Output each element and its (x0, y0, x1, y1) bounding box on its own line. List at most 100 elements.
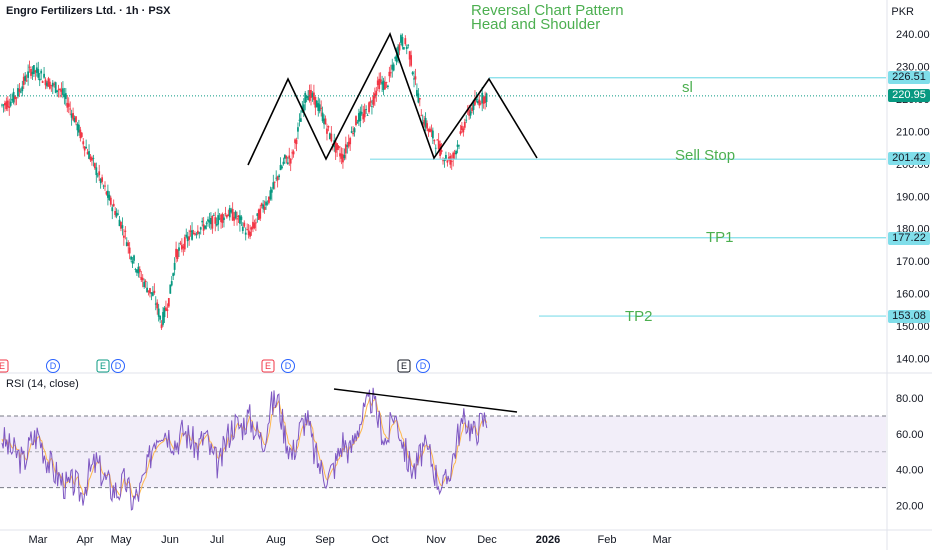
candle-body (44, 79, 47, 86)
x-tick-label: 2026 (536, 534, 560, 546)
candle-body (104, 185, 106, 187)
candle-body (2, 104, 5, 106)
candle-body (292, 151, 295, 155)
candle-body (297, 127, 299, 132)
candle-body (244, 232, 247, 235)
candle-body (163, 307, 166, 318)
candle-body (98, 171, 101, 176)
candle-body (384, 82, 386, 90)
candle-body (115, 212, 118, 217)
candle-body (93, 163, 96, 169)
candle-body (91, 157, 93, 161)
candle-body (257, 209, 260, 220)
candle-body (112, 203, 115, 207)
candle-body (243, 222, 246, 227)
candle-body (64, 93, 67, 99)
level-label-sl: sl (682, 79, 693, 96)
x-tick-label: Feb (598, 534, 617, 546)
candle-body (8, 106, 11, 108)
candle-body (294, 139, 296, 143)
candle-body (263, 206, 266, 210)
price-tag-sl: 226.51 (888, 71, 930, 84)
candle-body (223, 217, 225, 221)
candle-body (407, 44, 410, 46)
candle-body (117, 213, 119, 215)
symbol-header[interactable]: Engro Fertilizers Ltd. · 1h · PSX (6, 5, 171, 17)
candle-body (5, 101, 8, 109)
earnings-badge (261, 359, 275, 373)
x-tick-label: Nov (426, 534, 446, 546)
candle-body (346, 145, 349, 147)
candle-body (69, 108, 72, 110)
price-tag-tp2: 153.08 (888, 310, 930, 323)
candle-body (54, 82, 57, 93)
candle-body (339, 153, 341, 157)
candle-body (321, 112, 324, 122)
candle-body (14, 96, 16, 100)
x-tick-label: Sep (315, 534, 335, 546)
candle-body (305, 96, 308, 98)
candle-body (83, 146, 86, 151)
candle-body (265, 201, 267, 206)
x-tick-label: May (111, 534, 132, 546)
candle-body (259, 208, 262, 219)
candle-body (246, 229, 249, 230)
candle-body (449, 155, 452, 165)
candle-body (180, 244, 183, 250)
candle-body (19, 91, 22, 93)
candle-body (378, 78, 381, 89)
candle-body (394, 57, 397, 59)
earnings-badge (397, 359, 411, 373)
candle-body (149, 288, 151, 294)
candle-body (154, 303, 157, 305)
pattern-annotation: Reversal Chart Pattern Head and Shoulder (471, 3, 624, 32)
rsi-title[interactable]: RSI (14, close) (6, 378, 79, 390)
earnings-badge-label: E (401, 361, 407, 371)
rsi-line (1, 387, 488, 511)
candle-body (250, 227, 253, 230)
candle-body (350, 131, 353, 133)
candle-body (355, 116, 357, 126)
candle-body (66, 102, 69, 108)
candle-body (128, 247, 131, 254)
candle-body (47, 78, 50, 87)
dividend-badge (281, 359, 295, 373)
candle-body (51, 82, 54, 87)
candle-body (253, 223, 256, 228)
candle-body (233, 216, 236, 221)
candle-body (59, 88, 61, 91)
candle-body (446, 160, 449, 163)
candle-body (362, 113, 365, 120)
candle-body (381, 82, 383, 85)
head-shoulder-outline (247, 31, 538, 166)
candle-body (326, 128, 328, 134)
earnings-badge-label: E (0, 361, 5, 371)
candle-body (462, 128, 465, 133)
candle-body (57, 89, 60, 91)
candle-body (34, 70, 37, 73)
candle-body (120, 221, 122, 229)
candle-body (170, 281, 173, 286)
candle-body (153, 290, 156, 293)
candle-body (485, 93, 488, 103)
dividend-badge (46, 359, 60, 373)
candle-body (204, 225, 207, 229)
candle-body (227, 214, 230, 217)
candle-body (24, 75, 27, 81)
candle-body (315, 100, 318, 108)
candle-body (356, 122, 359, 124)
candle-body (266, 203, 269, 205)
candle-body (336, 143, 339, 151)
earnings-badge-label: E (265, 361, 271, 371)
candle-body (151, 292, 154, 296)
candle-body (176, 250, 179, 260)
candle-body (418, 97, 421, 100)
candle-body (88, 151, 90, 159)
earnings-badge (96, 359, 110, 373)
candle-body (276, 176, 279, 181)
candle-body (131, 261, 134, 264)
candle-body (411, 72, 414, 75)
candle-body (337, 146, 340, 149)
